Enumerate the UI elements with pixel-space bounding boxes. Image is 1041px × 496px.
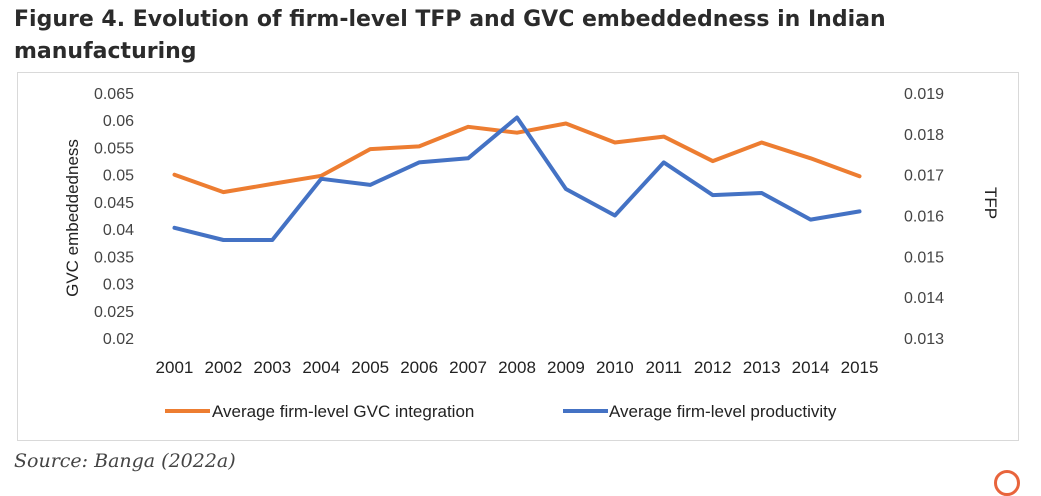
x-tick-label: 2012 bbox=[694, 358, 732, 377]
series-line-gvc-integration bbox=[172, 121, 862, 195]
x-tick-label: 2007 bbox=[449, 358, 487, 377]
x-tick-label: 2013 bbox=[743, 358, 781, 377]
legend-label: Average firm-level productivity bbox=[609, 402, 837, 421]
x-tick-label: 2014 bbox=[792, 358, 830, 377]
left-tick-label: 0.06 bbox=[103, 113, 134, 130]
legend: Average firm-level GVC integration Averag… bbox=[165, 402, 837, 421]
right-axis-ticks: 0.019 0.018 0.017 0.016 0.015 0.014 0.013 bbox=[904, 86, 944, 348]
x-tick-label: 2015 bbox=[841, 358, 879, 377]
left-tick-label: 0.03 bbox=[103, 277, 134, 294]
x-tick-label: 2006 bbox=[400, 358, 438, 377]
right-tick-label: 0.018 bbox=[904, 127, 944, 144]
right-tick-label: 0.013 bbox=[904, 331, 944, 348]
left-axis-ticks: 0.065 0.06 0.055 0.05 0.045 0.04 0.035 0.03 0.02… bbox=[94, 86, 134, 348]
x-tick-label: 2008 bbox=[498, 358, 536, 377]
chart-frame bbox=[17, 72, 1019, 441]
x-tick-label: 2011 bbox=[646, 358, 683, 377]
x-tick-label: 2009 bbox=[547, 358, 585, 377]
series-line-productivity bbox=[172, 115, 862, 242]
right-tick-label: 0.019 bbox=[904, 86, 944, 103]
source-note: Source: Banga (2022a) bbox=[14, 450, 236, 472]
x-tick-label: 2005 bbox=[351, 358, 389, 377]
left-tick-label: 0.02 bbox=[103, 331, 134, 348]
line-chart: 0.065 0.06 0.055 0.05 0.045 0.04 0.035 0.03 0.02… bbox=[63, 86, 1000, 421]
right-tick-label: 0.016 bbox=[904, 209, 944, 226]
legend-label: Average firm-level GVC integration bbox=[212, 402, 474, 421]
circle-icon bbox=[994, 470, 1020, 496]
x-tick-label: 2003 bbox=[253, 358, 291, 377]
x-axis-ticks: 2001 2002 2003 2004 2005 2006 2007 2008 2009 2010… bbox=[156, 358, 879, 377]
left-tick-label: 0.035 bbox=[94, 249, 134, 266]
right-tick-label: 0.017 bbox=[904, 168, 944, 185]
x-tick-label: 2004 bbox=[302, 358, 340, 377]
series-lines bbox=[172, 115, 862, 242]
left-tick-label: 0.055 bbox=[94, 140, 134, 157]
x-tick-label: 2002 bbox=[204, 358, 242, 377]
figure-title: Figure 4. Evolution of firm-level TFP an… bbox=[14, 7, 886, 64]
right-tick-label: 0.015 bbox=[904, 249, 944, 266]
left-tick-label: 0.065 bbox=[94, 86, 134, 103]
right-axis-label: TFP bbox=[981, 187, 1000, 219]
x-tick-label: 2010 bbox=[596, 358, 634, 377]
left-tick-label: 0.045 bbox=[94, 195, 134, 212]
left-axis-label: GVC embeddedness bbox=[63, 139, 82, 297]
left-tick-label: 0.04 bbox=[103, 222, 134, 239]
left-tick-label: 0.025 bbox=[94, 304, 134, 321]
right-tick-label: 0.014 bbox=[904, 290, 944, 307]
left-tick-label: 0.05 bbox=[103, 168, 134, 185]
x-tick-label: 2001 bbox=[156, 358, 194, 377]
